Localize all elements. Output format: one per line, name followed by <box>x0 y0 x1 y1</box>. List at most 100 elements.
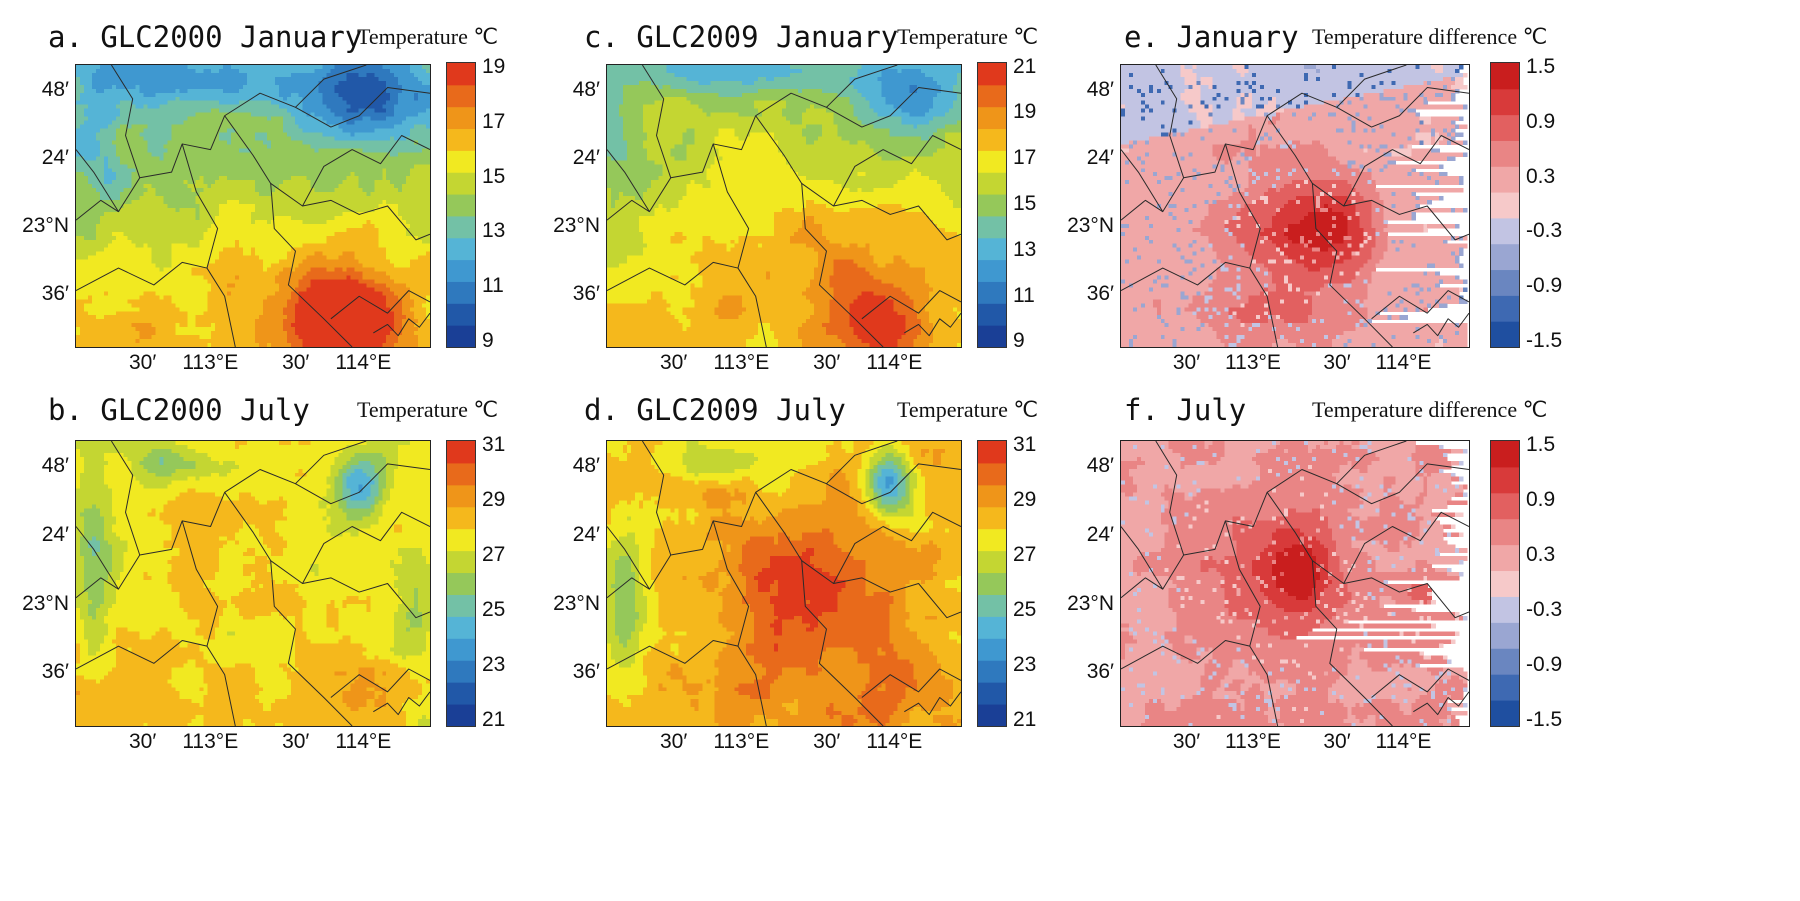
colorbar-title: Temperature ℃ <box>357 24 499 49</box>
colorbar-label: 27 <box>1013 542 1037 566</box>
colorbar-swatch <box>978 84 1006 108</box>
colorbar-title: Temperature ℃ <box>897 397 1039 422</box>
colorbar-label: 9 <box>482 329 494 353</box>
colorbar-label: 23 <box>482 653 506 677</box>
colorbar-label: 17 <box>482 109 506 133</box>
y-tick-label: 48′ <box>41 77 69 101</box>
x-tick-label: 30′ <box>1323 351 1351 374</box>
colorbar-label: 0.3 <box>1526 542 1556 566</box>
x-tick-label: 114°E <box>335 351 392 374</box>
map-field <box>607 65 961 347</box>
colorbar-label: 21 <box>1013 708 1037 732</box>
y-tick-label: 36′ <box>572 660 600 684</box>
x-tick-label: 30′ <box>813 730 841 753</box>
colorbar-swatch <box>447 638 475 661</box>
x-tick-label: 113°E <box>713 730 770 753</box>
colorbar-label: 29 <box>1013 487 1037 511</box>
colorbar-label: -0.9 <box>1526 274 1563 298</box>
temperature-map <box>1120 440 1470 727</box>
y-tick-label: 23°N <box>22 591 69 615</box>
colorbar-swatch <box>447 63 475 86</box>
colorbar-label: 13 <box>482 219 506 243</box>
x-tick-label: 114°E <box>1375 351 1432 374</box>
x-tick-label: 30′ <box>282 351 310 374</box>
colorbar-swatch <box>447 84 475 108</box>
colorbar-label: 11 <box>1013 283 1035 307</box>
colorbar-swatch <box>447 325 475 347</box>
colorbar-swatch <box>1491 114 1519 141</box>
colorbar-swatch <box>978 128 1006 151</box>
colorbar-label: -0.3 <box>1526 598 1563 622</box>
x-tick-label: 30′ <box>659 730 688 753</box>
x-tick-label: 113°E <box>1225 730 1281 753</box>
x-tick-label: 30′ <box>128 730 157 753</box>
y-tick-label: 24′ <box>41 522 69 546</box>
panel-title: b. GLC2000 July <box>48 393 310 427</box>
colorbar-swatch <box>978 682 1006 705</box>
panel-title: c. GLC2009 January <box>584 20 899 54</box>
colorbar-swatch <box>978 704 1006 726</box>
colorbar-swatch <box>978 660 1006 683</box>
colorbar-swatch <box>1491 674 1519 701</box>
colorbar-label: 0.9 <box>1526 487 1556 511</box>
colorbar-swatch <box>447 616 475 639</box>
colorbar-swatch <box>1491 63 1519 90</box>
colorbar-label: 25 <box>1013 598 1037 622</box>
x-tick-label: 30′ <box>282 730 310 753</box>
colorbar-swatch <box>978 106 1006 130</box>
colorbar-label: 17 <box>1013 146 1037 170</box>
x-tick-label: 30′ <box>1172 730 1201 753</box>
colorbar-swatch <box>1491 466 1519 494</box>
colorbar-swatch <box>978 150 1006 173</box>
colorbar <box>1490 62 1520 348</box>
colorbar-label: -0.9 <box>1526 653 1563 677</box>
colorbar-label: 23 <box>1013 653 1037 677</box>
y-tick-label: 36′ <box>41 282 69 306</box>
colorbar-label: 25 <box>482 598 506 622</box>
colorbar-swatch <box>447 237 475 261</box>
y-tick-label: 24′ <box>41 145 69 169</box>
colorbar-swatch <box>447 215 475 239</box>
colorbar-swatch <box>1491 622 1519 649</box>
y-tick-label: 36′ <box>1086 660 1114 684</box>
colorbar-swatch <box>1491 700 1519 726</box>
x-tick-label: 114°E <box>866 730 923 753</box>
y-tick-label: 24′ <box>572 522 600 546</box>
colorbar-swatch <box>1491 217 1519 245</box>
colorbar-label: 31 <box>1013 432 1037 456</box>
colorbar-label: 13 <box>1013 237 1037 261</box>
colorbar <box>446 440 476 727</box>
colorbar <box>977 440 1007 727</box>
colorbar-swatch <box>978 506 1006 530</box>
temperature-map <box>606 440 962 727</box>
colorbar-swatch <box>1491 492 1519 520</box>
colorbar-swatch <box>1491 596 1519 623</box>
colorbar-title: Temperature difference ℃ <box>1312 24 1548 49</box>
colorbar-swatch <box>978 441 1006 464</box>
colorbar-label: 29 <box>482 487 506 511</box>
colorbar-swatch <box>447 660 475 683</box>
colorbar-title: Temperature ℃ <box>357 397 499 422</box>
colorbar-swatch <box>978 572 1006 595</box>
colorbar-swatch <box>1491 192 1519 219</box>
panel-title: d. GLC2009 July <box>584 393 846 427</box>
colorbar <box>1490 440 1520 727</box>
y-tick-label: 36′ <box>41 660 69 684</box>
y-tick-label: 23°N <box>22 213 69 237</box>
y-tick-label: 48′ <box>1086 77 1114 101</box>
colorbar-swatch <box>978 194 1006 217</box>
colorbar-swatch <box>1491 570 1519 597</box>
temperature-map <box>1120 64 1470 348</box>
y-tick-label: 23°N <box>1067 213 1114 237</box>
colorbar-swatch <box>1491 243 1519 271</box>
y-tick-label: 36′ <box>1086 282 1114 306</box>
colorbar-swatch <box>447 704 475 726</box>
colorbar-swatch <box>1491 295 1519 322</box>
panel-title: f. July <box>1124 393 1247 427</box>
x-tick-label: 30′ <box>128 351 157 374</box>
colorbar-swatch <box>978 303 1006 326</box>
x-tick-label: 30′ <box>1172 351 1201 374</box>
y-tick-label: 23°N <box>553 213 600 237</box>
y-tick-label: 48′ <box>572 77 600 101</box>
temperature-map <box>606 64 962 348</box>
